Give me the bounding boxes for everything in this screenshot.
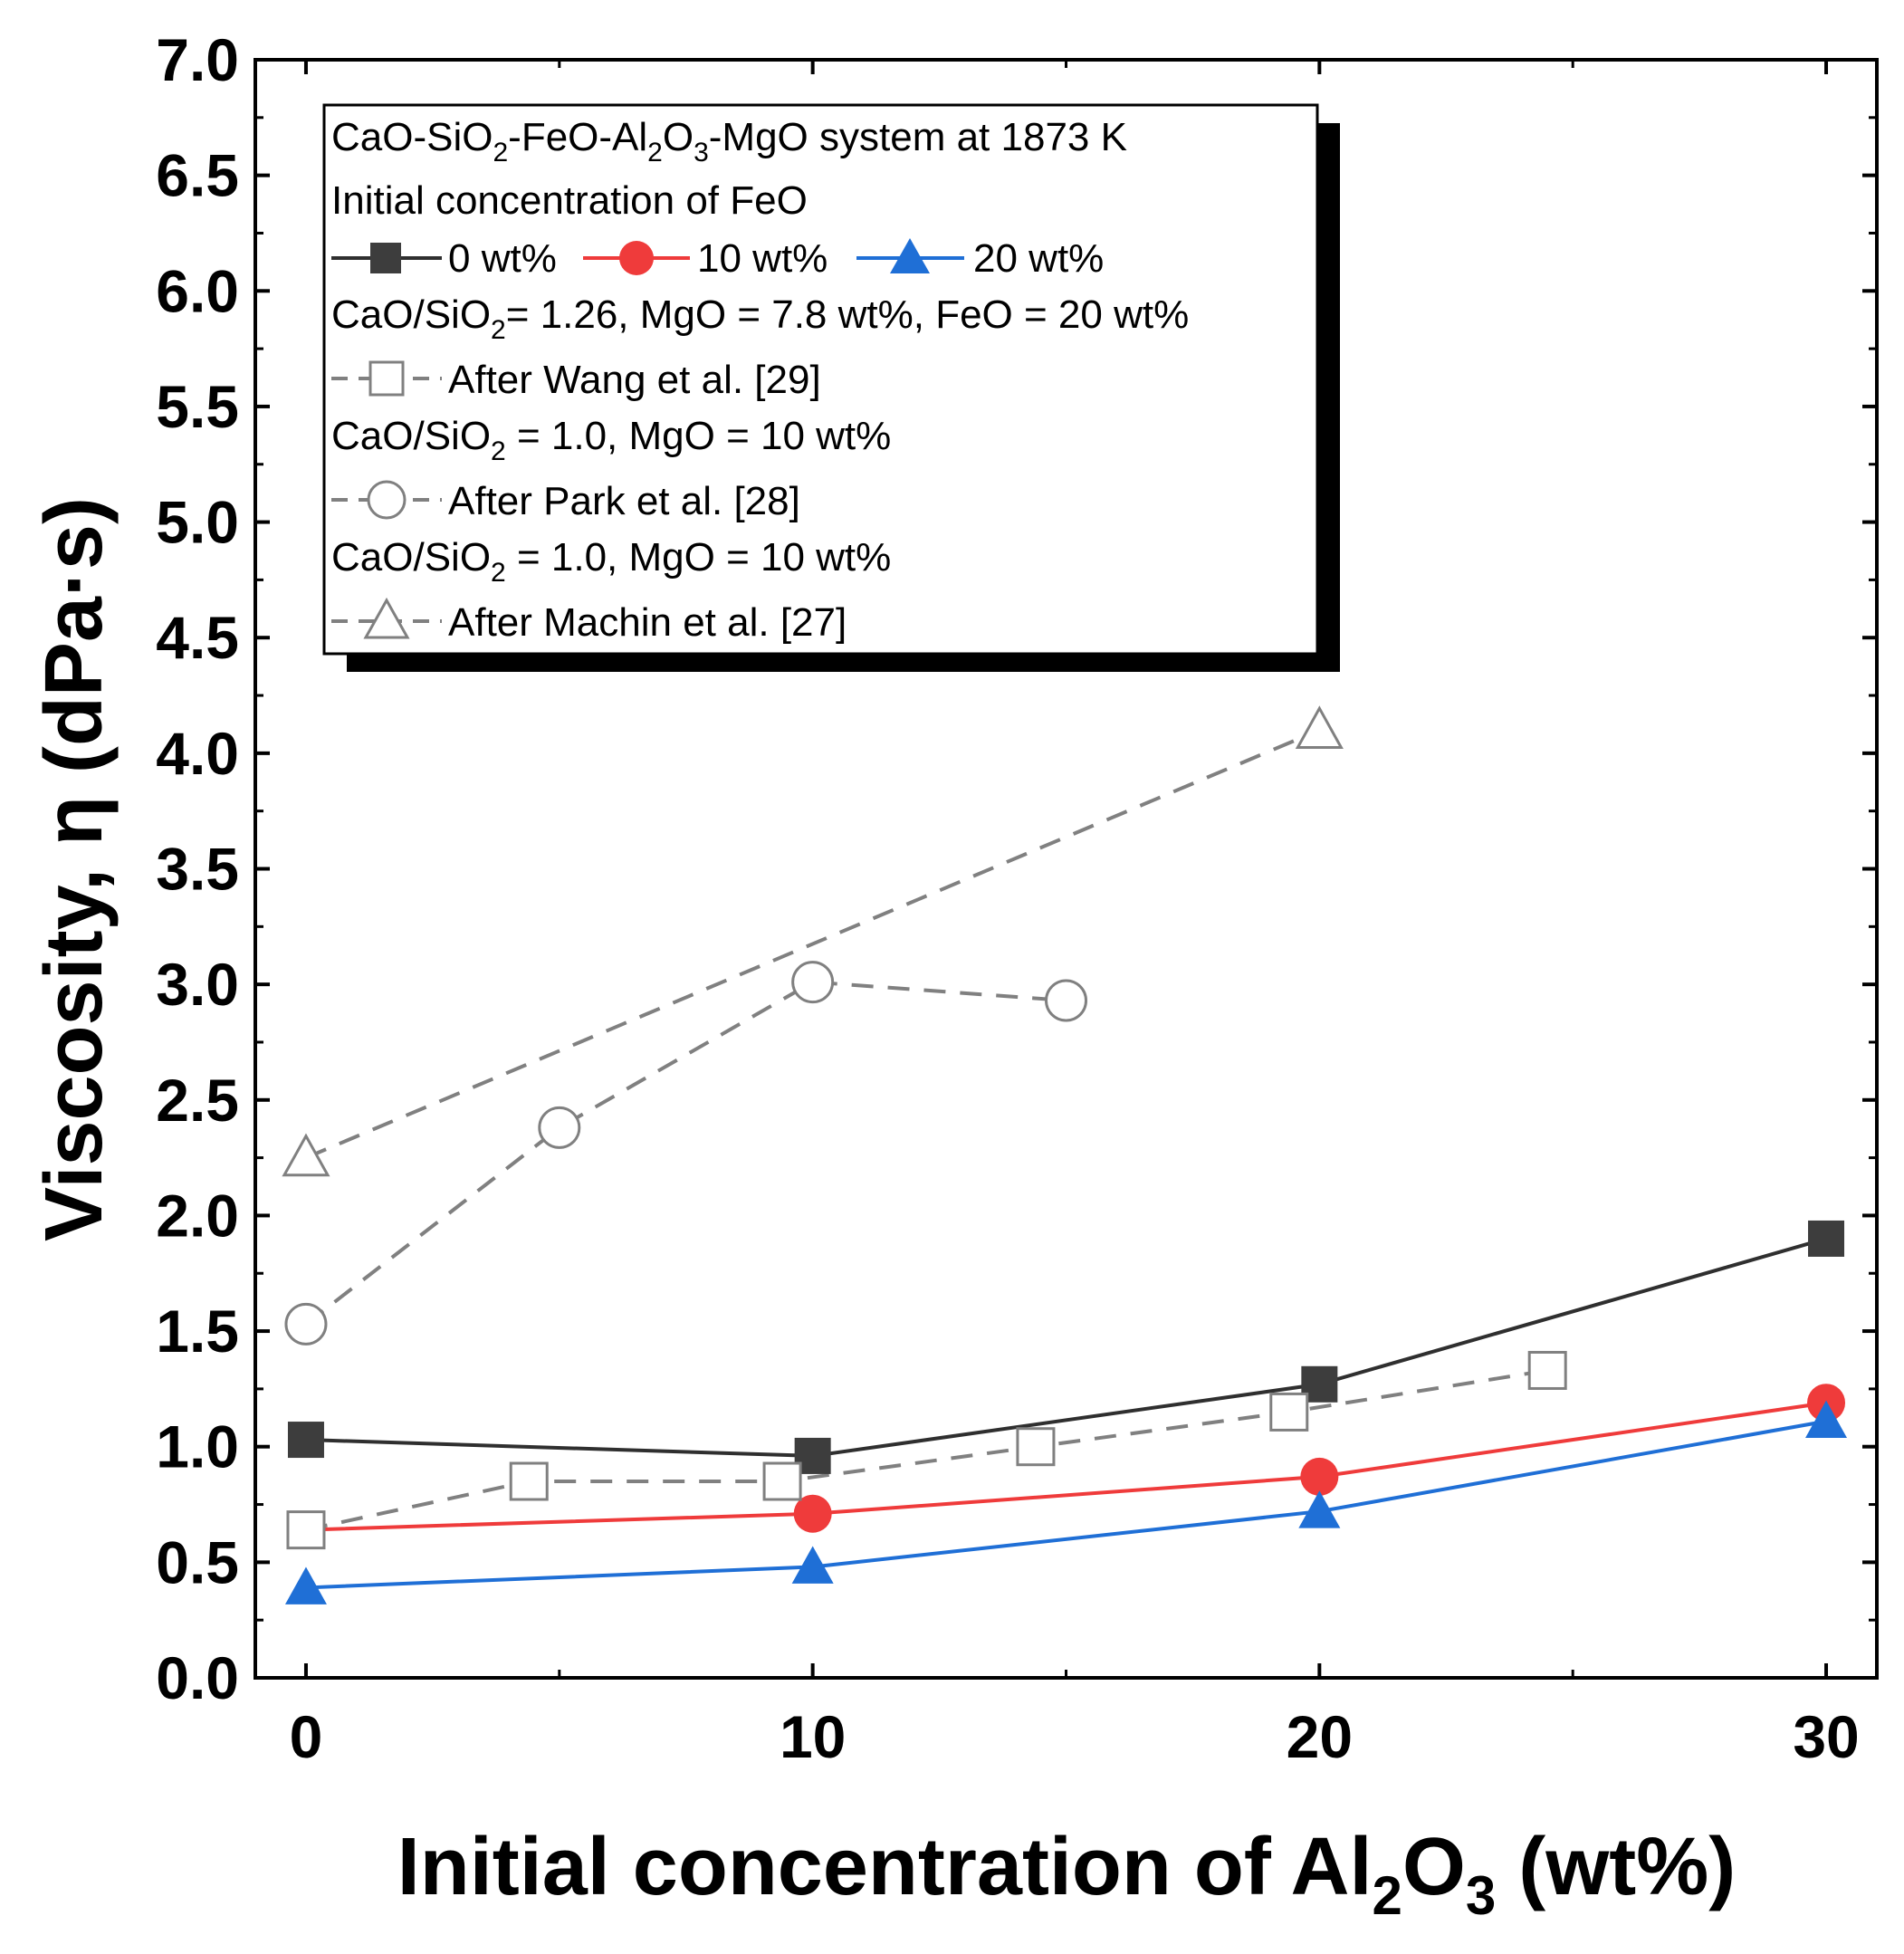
data-point-0-wt bbox=[287, 1422, 324, 1459]
legend-system-label: CaO-SiO2-FeO-Al2O3-MgO system at 1873 K bbox=[331, 115, 1127, 168]
x-tick-label: 20 bbox=[1287, 1703, 1353, 1770]
data-point-after-park-et-al-28 bbox=[538, 1106, 581, 1149]
y-tick-label: 2.0 bbox=[156, 1182, 239, 1249]
legend-marker-0wt bbox=[370, 243, 401, 273]
data-point-after-wang-et-al-29 bbox=[762, 1461, 802, 1501]
legend-label-wang: After Wang et al. [29] bbox=[448, 358, 821, 402]
data-point-after-machin-et-al-27 bbox=[1295, 705, 1344, 750]
data-point-after-machin-et-al-27 bbox=[282, 1133, 330, 1177]
data-point-10-wt bbox=[793, 1494, 832, 1533]
data-point-20-wt bbox=[1298, 1490, 1341, 1528]
y-tick-label: 3.0 bbox=[156, 951, 239, 1018]
y-tick-label: 6.5 bbox=[156, 142, 239, 209]
y-tick-label: 3.5 bbox=[156, 836, 239, 903]
y-tick-label: 4.5 bbox=[156, 604, 239, 671]
y-axis-title-group: Viscosity, η (dPa·s) bbox=[29, 497, 120, 1241]
y-tick-label: 7.0 bbox=[156, 26, 239, 93]
data-point-after-wang-et-al-29 bbox=[1016, 1427, 1056, 1467]
legend-park-conditions: CaO/SiO2 = 1.0, MgO = 10 wt% bbox=[331, 414, 891, 466]
data-point-after-park-et-al-28 bbox=[1045, 979, 1087, 1022]
legend-label-0wt: 0 wt% bbox=[448, 236, 557, 281]
data-point-after-park-et-al-28 bbox=[284, 1302, 328, 1346]
data-layer bbox=[282, 705, 1848, 1604]
legend-machin-conditions: CaO/SiO2 = 1.0, MgO = 10 wt% bbox=[331, 535, 891, 588]
x-tick-label: 0 bbox=[290, 1703, 323, 1770]
legend: CaO-SiO2-FeO-Al2O3-MgO system at 1873 K … bbox=[322, 103, 1340, 672]
legend-marker-10wt bbox=[619, 241, 654, 275]
legend-marker-park bbox=[367, 480, 407, 520]
data-point-after-wang-et-al-29 bbox=[509, 1461, 549, 1501]
legend-label-machin: After Machin et al. [27] bbox=[448, 600, 847, 645]
y-tick-label: 4.0 bbox=[156, 720, 239, 787]
legend-marker-machin bbox=[363, 597, 410, 639]
series-line-after-machin-et-al-27 bbox=[305, 728, 1321, 1160]
x-axis-title: Initial concentration of Al2O3 (wt%) bbox=[397, 1822, 1736, 1926]
y-tick-label: 5.0 bbox=[156, 489, 239, 556]
series-line-after-park-et-al-28 bbox=[304, 980, 1067, 1326]
x-tick-label: 30 bbox=[1793, 1703, 1859, 1770]
series-line-after-wang-et-al-29 bbox=[305, 1368, 1548, 1532]
series-line-20-wt bbox=[305, 1419, 1827, 1590]
data-point-after-park-et-al-28 bbox=[791, 961, 835, 1004]
series-line-0-wt bbox=[305, 1237, 1827, 1458]
legend-marker-20wt bbox=[890, 238, 930, 273]
legend-label-20wt: 20 wt% bbox=[973, 236, 1104, 281]
legend-label-park: After Park et al. [28] bbox=[448, 479, 800, 523]
data-point-20-wt bbox=[791, 1546, 834, 1584]
data-point-after-wang-et-al-29 bbox=[286, 1510, 326, 1550]
ticks-layer: 0.0 0.5 1.0 1.5 2.0 2.5 3.0 3.5 4.0 4.5 5.0 5.5 6.0 6… bbox=[156, 26, 1877, 1770]
legend-label-10wt: 10 wt% bbox=[697, 236, 828, 281]
legend-marker-wang bbox=[368, 360, 405, 397]
data-point-after-wang-et-al-29 bbox=[1527, 1350, 1567, 1390]
data-point-20-wt bbox=[284, 1566, 327, 1604]
data-point-20-wt bbox=[1805, 1400, 1848, 1439]
y-tick-label: 0.0 bbox=[156, 1644, 239, 1711]
y-axis-title: Viscosity, η (dPa·s) bbox=[29, 497, 120, 1241]
y-tick-label: 1.5 bbox=[156, 1298, 239, 1365]
legend-box bbox=[322, 103, 1319, 656]
y-tick-label: 5.5 bbox=[156, 373, 239, 440]
data-point-10-wt bbox=[1300, 1457, 1339, 1496]
x-tick-label: 10 bbox=[780, 1703, 846, 1770]
y-tick-label: 6.0 bbox=[156, 257, 239, 324]
series-line-10-wt bbox=[305, 1401, 1827, 1532]
y-tick-label: 0.5 bbox=[156, 1528, 239, 1595]
y-tick-label: 1.0 bbox=[156, 1413, 239, 1480]
data-point-0-wt bbox=[1808, 1220, 1845, 1257]
legend-group-label: Initial concentration of FeO bbox=[331, 178, 808, 223]
legend-wang-conditions: CaO/SiO2= 1.26, MgO = 7.8 wt%, FeO = 20 … bbox=[331, 292, 1189, 345]
data-point-after-wang-et-al-29 bbox=[1269, 1392, 1309, 1432]
y-tick-label: 2.5 bbox=[156, 1067, 239, 1134]
